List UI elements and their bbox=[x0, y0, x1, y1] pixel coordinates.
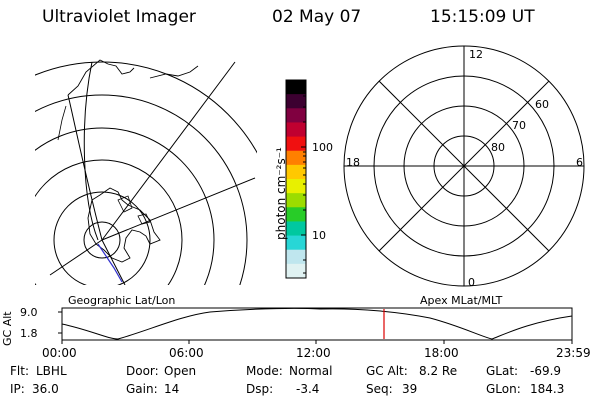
altitude-x-ticks bbox=[61, 340, 573, 344]
color-bar-segment bbox=[286, 164, 306, 180]
lat-circle bbox=[83, 221, 121, 259]
color-bar-segment bbox=[286, 207, 306, 222]
color-bar-segment bbox=[286, 193, 306, 208]
color-bar-segment bbox=[286, 263, 306, 279]
lat-circle bbox=[35, 61, 257, 154]
color-bar-segment bbox=[286, 136, 306, 152]
coastline bbox=[57, 105, 67, 141]
meridian-line bbox=[67, 94, 103, 241]
glat-label: GLat: bbox=[486, 364, 519, 378]
door-label: Door: bbox=[126, 364, 159, 378]
glon-label: GLon: bbox=[486, 382, 521, 396]
ip-label: IP: bbox=[10, 382, 25, 396]
colorbar-unit-label: photon cm⁻²s⁻¹ bbox=[274, 147, 288, 240]
color-bar bbox=[285, 79, 307, 279]
mode-label: Mode: bbox=[246, 364, 283, 378]
meridian-line bbox=[83, 61, 99, 241]
color-bar-segment bbox=[286, 122, 306, 138]
altitude-curve bbox=[61, 307, 573, 340]
color-bar-segment bbox=[286, 108, 306, 123]
instrument-title: Ultraviolet Imager bbox=[42, 7, 196, 27]
altitude-plot bbox=[58, 307, 573, 344]
mlt-label-12: 12 bbox=[469, 48, 483, 61]
lat-label-80: 80 bbox=[491, 141, 505, 154]
alt-tick-9: 9.0 bbox=[20, 306, 38, 319]
gain-value: 14 bbox=[164, 382, 180, 396]
mode-value: Normal bbox=[289, 364, 333, 378]
orbit-track bbox=[97, 243, 123, 283]
gc-alt-label: GC Alt: bbox=[366, 364, 408, 378]
x-tick-1800: 18:00 bbox=[424, 346, 459, 360]
lat-circle bbox=[35, 94, 248, 285]
mlt-label-6: 6 bbox=[576, 156, 583, 169]
seq-label: Seq: bbox=[366, 382, 393, 396]
lat-circle bbox=[35, 127, 215, 285]
time-label: 15:15:09 UT bbox=[430, 7, 535, 27]
color-bar-segment bbox=[286, 221, 306, 237]
coastline bbox=[67, 59, 135, 96]
meridian-line bbox=[101, 239, 126, 285]
alt-axis-label: GC Alt bbox=[1, 311, 14, 346]
dsp-value: -3.4 bbox=[296, 382, 320, 396]
colorbar-tick-100: 100 bbox=[312, 141, 333, 154]
door-value: Open bbox=[164, 364, 197, 378]
glat-value: -69.9 bbox=[530, 364, 562, 378]
flt-value: LBHL bbox=[36, 364, 67, 378]
mlt-line-diagonal bbox=[378, 80, 550, 252]
polar-plot bbox=[343, 45, 585, 287]
ip-value: 36.0 bbox=[32, 382, 59, 396]
color-bar-ticks bbox=[301, 86, 306, 274]
x-tick-0600: 06:00 bbox=[169, 346, 204, 360]
color-bar-segment bbox=[286, 80, 306, 95]
seq-value: 39 bbox=[402, 382, 418, 396]
right-map-label: Apex MLat/MLT bbox=[420, 294, 503, 307]
color-bar-segment bbox=[286, 249, 306, 265]
lat-label-60: 60 bbox=[535, 98, 549, 111]
meridian-line bbox=[49, 239, 103, 276]
gain-label: Gain: bbox=[126, 382, 158, 396]
glon-value: 184.3 bbox=[530, 382, 565, 396]
dsp-label: Dsp: bbox=[246, 382, 274, 396]
date-label: 02 May 07 bbox=[272, 7, 362, 27]
lat-circle bbox=[35, 159, 183, 285]
geographic-map bbox=[35, 59, 257, 285]
color-bar-frame bbox=[285, 79, 307, 279]
coastline bbox=[149, 65, 199, 79]
x-tick-2359: 23:59 bbox=[556, 346, 591, 360]
mlt-label-18: 18 bbox=[346, 156, 360, 169]
color-bar-segment bbox=[286, 235, 306, 251]
mlt-label-0: 0 bbox=[468, 276, 475, 289]
meridian-line bbox=[101, 177, 256, 241]
x-tick-1200: 12:00 bbox=[296, 346, 331, 360]
lat-label-70: 70 bbox=[512, 119, 526, 132]
meridian-line bbox=[101, 61, 236, 241]
altitude-plot-frame bbox=[61, 307, 573, 341]
alt-tick-1-8: 1.8 bbox=[20, 327, 38, 340]
x-tick-0000: 00:00 bbox=[42, 346, 77, 360]
color-bar-segment bbox=[286, 150, 306, 166]
colorbar-tick-10: 10 bbox=[312, 229, 326, 242]
altitude-y-ticks bbox=[58, 311, 62, 334]
left-map-label: Geographic Lat/Lon bbox=[68, 294, 176, 307]
coastline bbox=[117, 195, 133, 213]
color-bar-segment bbox=[286, 179, 306, 194]
coastline bbox=[137, 213, 151, 225]
gc-alt-value: 8.2 Re bbox=[419, 364, 458, 378]
lat-circle bbox=[53, 191, 151, 285]
flt-label: Flt: bbox=[10, 364, 29, 378]
color-bar-segment bbox=[286, 94, 306, 109]
